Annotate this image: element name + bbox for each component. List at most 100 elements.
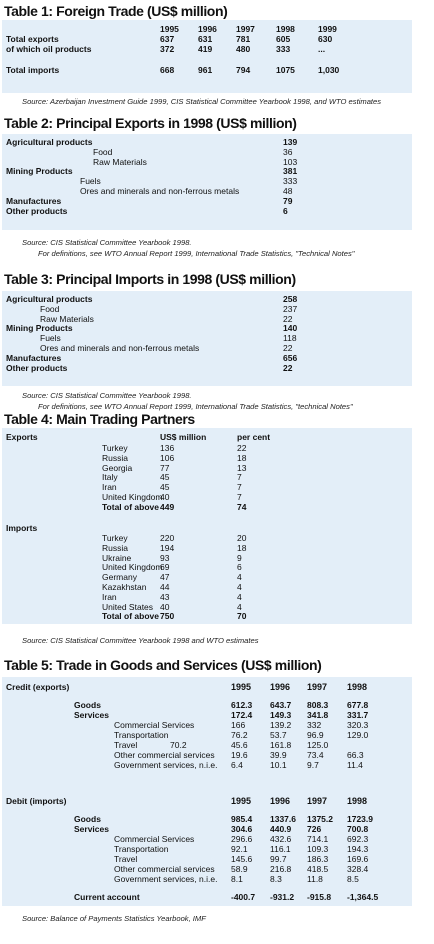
row-label: Government services, n.i.e. bbox=[114, 874, 218, 884]
cell-value: 449 bbox=[160, 501, 175, 512]
cell-value: 612.3 bbox=[231, 700, 253, 710]
column-header: per cent bbox=[237, 432, 271, 442]
cell-value: 74 bbox=[237, 501, 247, 512]
cell-value: 96.9 bbox=[307, 730, 324, 740]
row-label: Turkey bbox=[102, 443, 128, 453]
cell-value: 4 bbox=[237, 582, 242, 592]
cell-value: 630 bbox=[318, 34, 333, 44]
row-label: Mining Products bbox=[6, 323, 73, 334]
row-label: Travel bbox=[114, 854, 138, 864]
cell-value: -400.7 bbox=[231, 892, 256, 902]
column-header: 1997 bbox=[307, 682, 328, 692]
row-label: Other commercial services bbox=[114, 864, 215, 874]
row-label: Other products bbox=[6, 205, 68, 216]
cell-value: 341.8 bbox=[307, 710, 329, 720]
row-label: Fuels bbox=[40, 333, 61, 344]
cell-value: 99.7 bbox=[270, 854, 287, 864]
table-background bbox=[2, 134, 412, 230]
row-label: Goods bbox=[74, 814, 101, 824]
cell-value: 6.4 bbox=[231, 760, 243, 770]
cell-value: 172.4 bbox=[231, 710, 253, 720]
cell-value: 70 bbox=[237, 611, 247, 622]
row-label: Ukraine bbox=[102, 552, 132, 563]
row-label: Other commercial services bbox=[114, 750, 215, 760]
table-title: Table 4: Main Trading Partners bbox=[4, 411, 195, 427]
row-label: Current account bbox=[74, 892, 140, 902]
cell-value: 186.3 bbox=[307, 854, 329, 864]
column-header: 1997 bbox=[236, 24, 255, 34]
row-label: Russia bbox=[102, 542, 128, 553]
cell-value: 1723.9 bbox=[347, 814, 373, 824]
row-label: Food bbox=[93, 146, 113, 157]
row-label: Commercial Services bbox=[114, 720, 195, 730]
table-title: Table 2: Principal Exports in 1998 (US$ … bbox=[4, 115, 297, 131]
cell-value: 58.9 bbox=[231, 864, 248, 874]
cell-value: 7 bbox=[237, 492, 242, 502]
row-label: of which oil products bbox=[6, 44, 92, 54]
cell-value: 381 bbox=[283, 166, 298, 177]
cell-value: 40 bbox=[160, 492, 170, 502]
row-label: Italy bbox=[102, 472, 118, 483]
cell-value: 333 bbox=[283, 176, 298, 187]
cell-value: 637 bbox=[160, 34, 175, 44]
row-label: Manufactures bbox=[6, 195, 62, 206]
cell-value: 320.3 bbox=[347, 720, 369, 730]
source-note: For definitions, see WTO Annual Report 1… bbox=[38, 402, 353, 411]
cell-value: 7 bbox=[237, 482, 242, 493]
cell-value: 45.6 bbox=[231, 740, 248, 750]
cell-value: 194.3 bbox=[347, 844, 369, 854]
row-label: Total of above bbox=[102, 611, 159, 622]
cell-value: 103 bbox=[283, 156, 298, 167]
cell-value: 4 bbox=[237, 591, 242, 602]
cell-value: 139.2 bbox=[270, 720, 292, 730]
row-label: Travel bbox=[114, 740, 138, 750]
row-label: Total exports bbox=[6, 34, 59, 44]
cell-value: 53.7 bbox=[270, 730, 287, 740]
column-header: 1995 bbox=[231, 796, 252, 806]
cell-value: 9.7 bbox=[307, 760, 319, 770]
cell-value: 480 bbox=[236, 44, 251, 54]
cell-value: 76.2 bbox=[231, 730, 248, 740]
source-note: Source: CIS Statistical Committee Yearbo… bbox=[22, 238, 192, 247]
source-note: Source: Balance of Payments Statistics Y… bbox=[22, 914, 206, 923]
cell-value: 45 bbox=[160, 472, 170, 483]
cell-value: 4 bbox=[237, 572, 242, 583]
cell-value: 48 bbox=[283, 186, 293, 196]
cell-value: 139 bbox=[283, 137, 298, 147]
cell-value: 258 bbox=[283, 294, 298, 304]
row-label: Services bbox=[74, 710, 109, 720]
cell-value: 44 bbox=[160, 582, 170, 592]
cell-value: 1375.2 bbox=[307, 814, 333, 824]
cell-value: 304.6 bbox=[231, 824, 253, 834]
cell-value: 77 bbox=[160, 462, 170, 473]
row-label: Total imports bbox=[6, 65, 60, 75]
cell-value: 43 bbox=[160, 591, 170, 602]
cell-value: -931.2 bbox=[270, 892, 295, 902]
cell-value: 19.6 bbox=[231, 750, 248, 760]
table-background bbox=[2, 677, 412, 906]
row-label: Other products bbox=[6, 362, 68, 373]
cell-value: ... bbox=[318, 44, 326, 54]
source-note: Source: Azerbaijan Investment Guide 1999… bbox=[22, 97, 382, 106]
row-label: Total of above bbox=[102, 501, 159, 512]
table-background bbox=[2, 428, 412, 624]
source-note: Source: CIS Statistical Committee Yearbo… bbox=[22, 636, 259, 645]
cell-value: 794 bbox=[236, 65, 251, 75]
cell-value: 7 bbox=[237, 472, 242, 483]
cell-value: 93 bbox=[160, 552, 170, 563]
cell-value: 296.6 bbox=[231, 834, 253, 844]
cell-value: 69 bbox=[160, 562, 170, 573]
cell-value: 656 bbox=[283, 352, 298, 363]
cell-value: 631 bbox=[198, 34, 213, 44]
table-background bbox=[2, 291, 412, 386]
cell-value: -1,364.5 bbox=[347, 892, 379, 902]
table-title: Table 5: Trade in Goods and Services (US… bbox=[4, 657, 322, 673]
cell-value: 79 bbox=[283, 195, 293, 206]
table-title: Table 1: Foreign Trade (US$ million) bbox=[4, 3, 228, 19]
cell-value: 169.6 bbox=[347, 854, 369, 864]
cell-value: 40 bbox=[160, 601, 170, 612]
column-header: 1996 bbox=[270, 682, 291, 692]
row-label: Iran bbox=[102, 482, 117, 493]
table-title: Table 3: Principal Imports in 1998 (US$ … bbox=[4, 271, 296, 287]
row-label: Iran bbox=[102, 591, 117, 602]
